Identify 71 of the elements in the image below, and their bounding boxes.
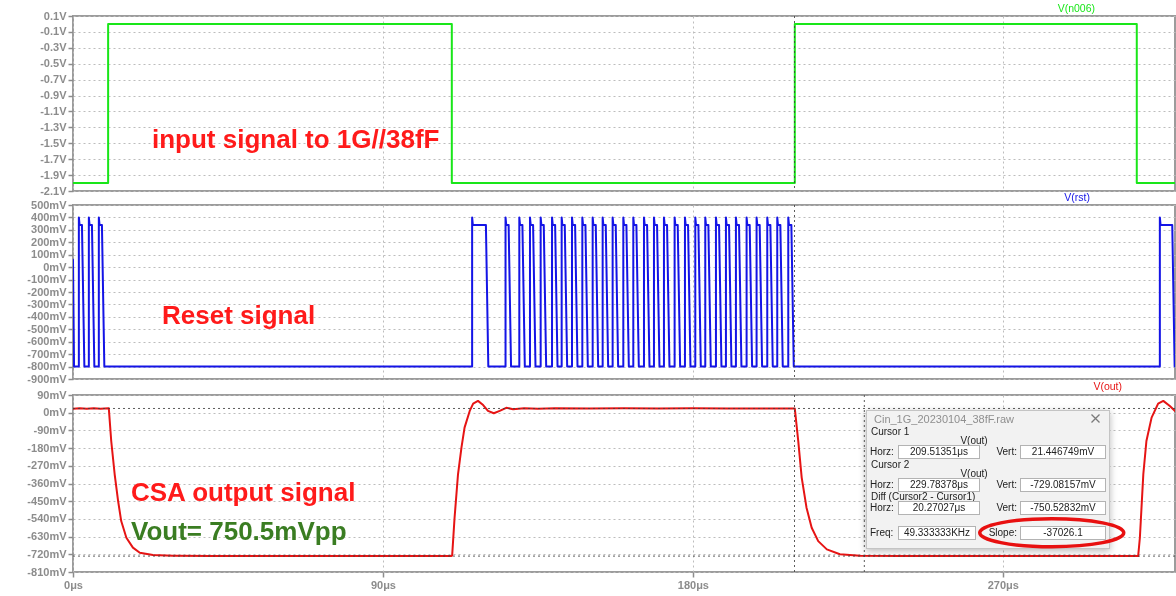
y-tick-label: -0.1V [40,25,68,38]
y-tick-label: -90mV [33,423,68,436]
y-tick-label: -0.9V [40,89,68,102]
y-tick-label: 0.1V [43,9,68,22]
annotation: Diff (Cursor2 - Cursor1) [871,491,976,503]
y-tick-label: 400mV [31,210,68,223]
x-tick-label: 90μs [370,578,396,591]
series-label: V(n006) [1057,2,1095,14]
annotation: input signal to 1G//38fF [152,124,440,154]
annotation: Reset signal [162,300,316,330]
y-tick-label: -0.3V [40,41,68,54]
y-tick-label: -630mV [27,530,68,543]
annotation: V(out) [960,468,988,480]
y-tick-label: -540mV [27,512,68,525]
annotation: Cursor 2 [871,459,910,471]
x-tick-label: 180μs [677,578,709,591]
y-tick-label: -100mV [27,273,68,286]
y-tick-label: -400mV [27,310,68,323]
y-tick-label: -500mV [27,322,68,335]
annotation: Vert: [996,502,1017,514]
y-tick-label: -450mV [27,494,68,507]
y-tick-label: -810mV [27,565,68,578]
y-tick-label: -720mV [27,547,68,560]
text-field: 209.51351μs [898,445,980,459]
y-tick-label: 0mV [43,260,68,273]
y-tick-label: -1.3V [40,120,68,133]
y-tick-label: -200mV [27,285,68,298]
annotation: Freq: [870,527,894,539]
text-field: 21.446749mV [1020,445,1106,459]
text: V(out) [1093,380,1122,392]
text-field: -37026.1 [1020,526,1106,540]
y-tick-label: -900mV [27,372,68,385]
annotation: Vout= 750.5mVpp [131,516,347,546]
annotation: Horz: [870,502,894,514]
text-field: -729.08157mV [1020,478,1106,492]
annotation: Slope: [988,527,1017,539]
y-tick-label: -2.1V [40,184,68,197]
y-tick-label: -1.9V [40,168,68,181]
y-tick-label: -600mV [27,335,68,348]
annotation: Horz: [870,479,894,491]
y-tick-label: 100mV [31,248,68,261]
annotation: Horz: [870,446,894,458]
y-tick-label: -700mV [27,347,68,360]
y-tick-label: 500mV [31,198,68,211]
annotation: Vert: [996,446,1017,458]
y-tick-label: -360mV [27,477,68,489]
text-field: -750.52832mV [1020,501,1106,515]
y-tick-label: 0mV [43,406,68,419]
annotation: Vert: [996,479,1017,491]
text-field: 20.27027μs [898,501,980,515]
annotation: Cursor 1 [871,426,910,438]
x-tick-label: 0μs [64,578,83,591]
y-tick-label: 200mV [31,235,68,248]
y-tick-label: -180mV [27,441,68,454]
text-field: 49.333333KHz [898,526,976,540]
y-tick-label: -0.5V [40,57,68,70]
y-tick-label: -1.1V [40,104,68,117]
y-tick-label: -1.5V [40,136,68,149]
annotation: Cin_1G_20230104_38fF.raw [874,413,1015,425]
y-tick-label: -1.7V [40,152,68,165]
text-field: 229.78378μs [898,478,980,492]
y-tick-label: 300mV [31,223,68,236]
annotation: CSA output signal [131,477,356,507]
y-tick-label: -0.7V [40,73,68,86]
y-tick-label: -270mV [27,459,68,472]
x-tick-label: 270μs [987,578,1019,591]
text: V(rst) [1064,191,1090,203]
y-tick-label: 90mV [37,388,68,401]
y-tick-label: -800mV [27,360,68,373]
y-tick-label: -300mV [27,297,68,310]
annotation: V(out) [960,435,988,447]
